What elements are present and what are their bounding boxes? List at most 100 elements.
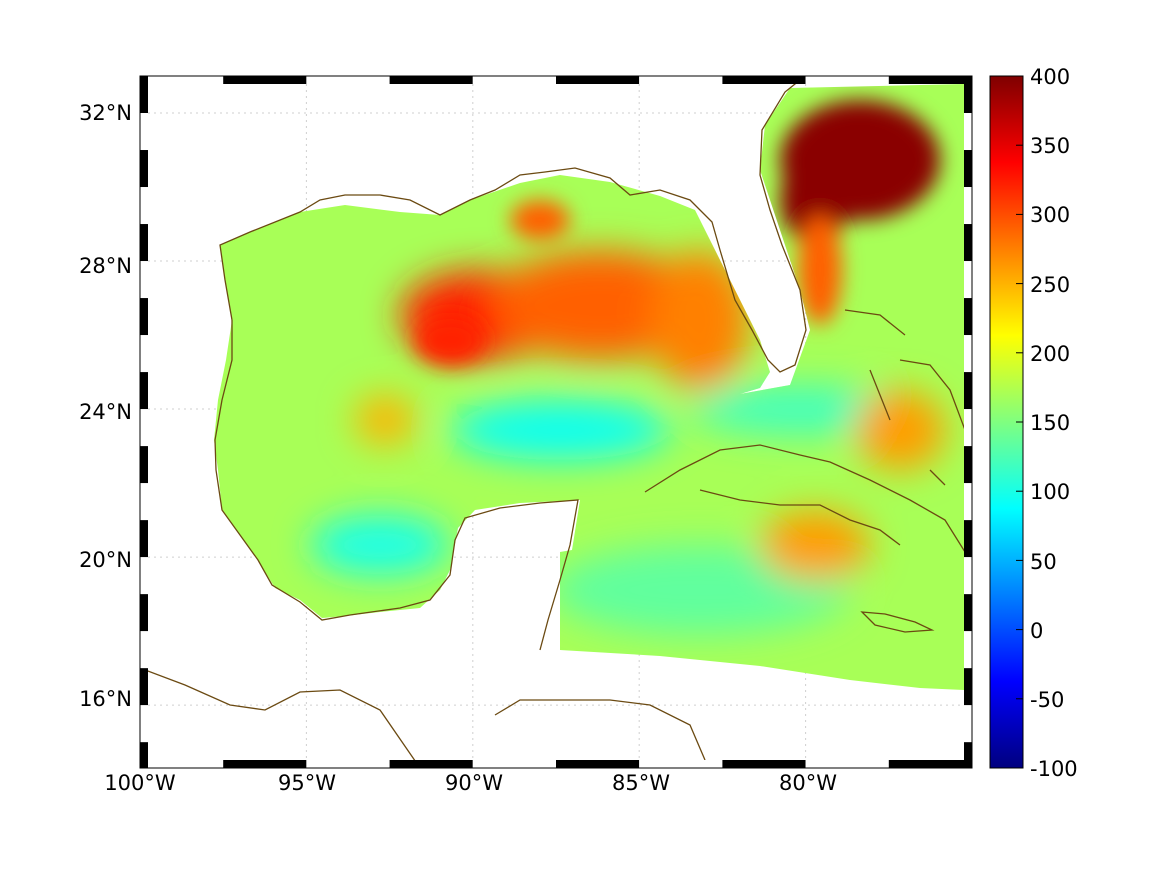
frame-segment	[639, 76, 723, 84]
coast-cuba	[644, 444, 964, 552]
y-tick-label: 20°N	[79, 548, 132, 572]
frame-segment	[964, 187, 972, 225]
coast-jamaica	[860, 611, 935, 633]
frame-segment	[140, 668, 148, 706]
frame-segment	[964, 631, 972, 669]
frame-segment	[964, 76, 972, 114]
coastlines	[148, 84, 964, 760]
field-caribbean-south-cuba	[760, 510, 870, 580]
frame-segment	[140, 187, 148, 225]
y-axis: 16°N 20°N 24°N 28°N 32°N	[79, 101, 132, 711]
frame-segment	[964, 113, 972, 151]
frame-segment	[722, 760, 806, 768]
field-atlantic-gulf-stream-max-2	[780, 155, 850, 245]
colorbar-tick-label: 100	[1030, 480, 1070, 504]
frame-segment	[964, 520, 972, 558]
colorbar-tick-label: 250	[1030, 273, 1070, 297]
colorbar-tick-label: 0	[1030, 619, 1043, 643]
colorbar-tick-label: -50	[1030, 688, 1064, 712]
x-axis: 100°W 95°W 90°W 85°W 80°W	[104, 771, 837, 795]
frame-segment	[964, 705, 972, 743]
frame-border	[139, 75, 973, 769]
frame-segment	[964, 742, 972, 768]
frame-segment	[140, 76, 224, 84]
frame-segment	[964, 335, 972, 373]
frame-segment	[140, 483, 148, 521]
frame-segment	[140, 446, 148, 484]
frame-segment	[964, 224, 972, 262]
frame-segment	[140, 520, 148, 558]
frame-segment	[964, 594, 972, 632]
frame-segment	[964, 261, 972, 299]
y-tick-label: 32°N	[79, 101, 132, 125]
coast-central-america	[148, 670, 416, 760]
frame-segment	[805, 760, 889, 768]
frame-segment	[223, 760, 307, 768]
frame-segment	[140, 298, 148, 336]
frame-segment	[964, 483, 972, 521]
field-atlantic-high	[798, 215, 842, 325]
frame-segment	[556, 76, 640, 84]
frame-segment	[306, 760, 390, 768]
frame-segment	[140, 594, 148, 632]
frame-segment	[556, 760, 640, 768]
frame-segment	[472, 76, 556, 84]
colorbar-tick-label: 50	[1030, 550, 1057, 574]
x-tick-label: 90°W	[445, 771, 503, 795]
x-tick-label: 100°W	[104, 771, 176, 795]
frame-segment	[964, 298, 972, 336]
x-tick-label: 85°W	[612, 771, 670, 795]
x-tick-label: 95°W	[278, 771, 336, 795]
frame-segment	[140, 76, 148, 114]
frame-segment	[140, 631, 148, 669]
frame-segment	[140, 760, 224, 768]
frame-segment	[306, 76, 390, 84]
frame-segment	[140, 113, 148, 151]
colorbar-tick-label: 400	[1030, 65, 1070, 89]
frame-segment	[964, 668, 972, 706]
frame-segment	[140, 409, 148, 447]
frame-segment	[389, 76, 473, 84]
y-tick-label: 28°N	[79, 254, 132, 278]
map-frame	[139, 75, 973, 769]
frame-segment	[223, 76, 307, 84]
y-tick-label: 24°N	[79, 400, 132, 424]
field-caribbean-south-cuba-2	[855, 390, 945, 470]
field-east-gulf-shelf	[650, 250, 750, 390]
frame-segment	[805, 76, 889, 84]
colorbar-ticks	[1016, 75, 1023, 769]
field-florida-straits	[690, 385, 910, 435]
frame-segment	[722, 76, 806, 84]
frame-segment	[639, 760, 723, 768]
colorbar-tick-label: 300	[1030, 203, 1070, 227]
coast-gulf-of-mexico	[219, 84, 807, 373]
frame-segment	[140, 335, 148, 373]
x-tick-label: 80°W	[779, 771, 837, 795]
colorbar: 400 350 300 250 200 150 100 50 0 -50 -10…	[989, 65, 1078, 781]
frame-segment	[888, 76, 972, 84]
frame-segment	[888, 760, 972, 768]
colorbar-tick-label: 200	[1030, 342, 1070, 366]
field-bay-of-campeche-low	[310, 515, 450, 575]
coast-bahamas	[844, 309, 964, 486]
field-loop-current-core-2	[510, 200, 570, 240]
colorbar-tick-label: 350	[1030, 134, 1070, 158]
coast-west-gulf	[214, 320, 579, 651]
frame-segment	[140, 224, 148, 262]
field-yucatan-channel-low	[450, 400, 670, 460]
frame-segment	[140, 372, 148, 410]
frame-segment	[964, 446, 972, 484]
frame-segment	[140, 261, 148, 299]
y-tick-label: 16°N	[79, 687, 132, 711]
field-north-central-gulf-max-2	[415, 315, 485, 365]
colorbar-labels: 400 350 300 250 200 150 100 50 0 -50 -10…	[1030, 65, 1078, 781]
colorbar-tick-label: -100	[1030, 757, 1078, 781]
scalar-field	[214, 84, 964, 690]
frame-segment	[964, 557, 972, 595]
frame-segment	[389, 760, 473, 768]
frame-segment	[472, 760, 556, 768]
frame-segment	[140, 557, 148, 595]
frame-segment	[964, 409, 972, 447]
colorbar-tick-label: 150	[1030, 411, 1070, 435]
